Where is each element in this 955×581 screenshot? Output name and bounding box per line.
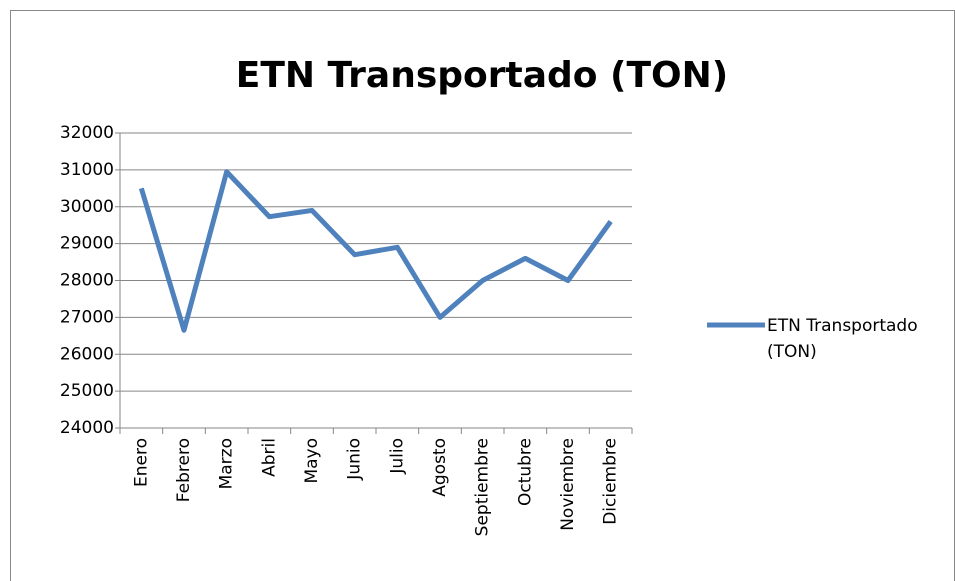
x-tick-label: Agosto — [430, 438, 450, 497]
x-tick-label: Junio — [345, 438, 365, 481]
y-tick-label: 25000 — [60, 381, 114, 401]
y-tick-label: 29000 — [60, 234, 114, 254]
y-tick-label: 27000 — [60, 307, 114, 327]
y-tick-label: 26000 — [60, 344, 114, 364]
y-tick-label: 24000 — [60, 418, 114, 438]
legend-label: ETN Transportado (TON) — [767, 316, 918, 362]
x-tick-label: Enero — [131, 438, 151, 487]
y-tick-label: 31000 — [60, 160, 114, 180]
y-tick-label: 30000 — [60, 197, 114, 217]
x-tick-label: Mayo — [302, 438, 322, 484]
x-tick-label: Julio — [387, 438, 407, 475]
x-tick-label: Febrero — [174, 438, 194, 502]
y-tick-label: 32000 — [60, 123, 114, 143]
x-tick-label: Noviembre — [558, 438, 578, 531]
y-tick-label: 28000 — [60, 271, 114, 291]
x-tick-label: Abril — [259, 438, 279, 477]
chart-title: ETN Transportado (TON) — [236, 55, 729, 96]
series-line — [138, 169, 613, 333]
x-tick-label: Diciembre — [601, 438, 621, 525]
x-tick-label: Septiembre — [473, 438, 493, 536]
x-tick-label: Octubre — [515, 438, 535, 506]
x-tick-label: Marzo — [217, 438, 237, 489]
